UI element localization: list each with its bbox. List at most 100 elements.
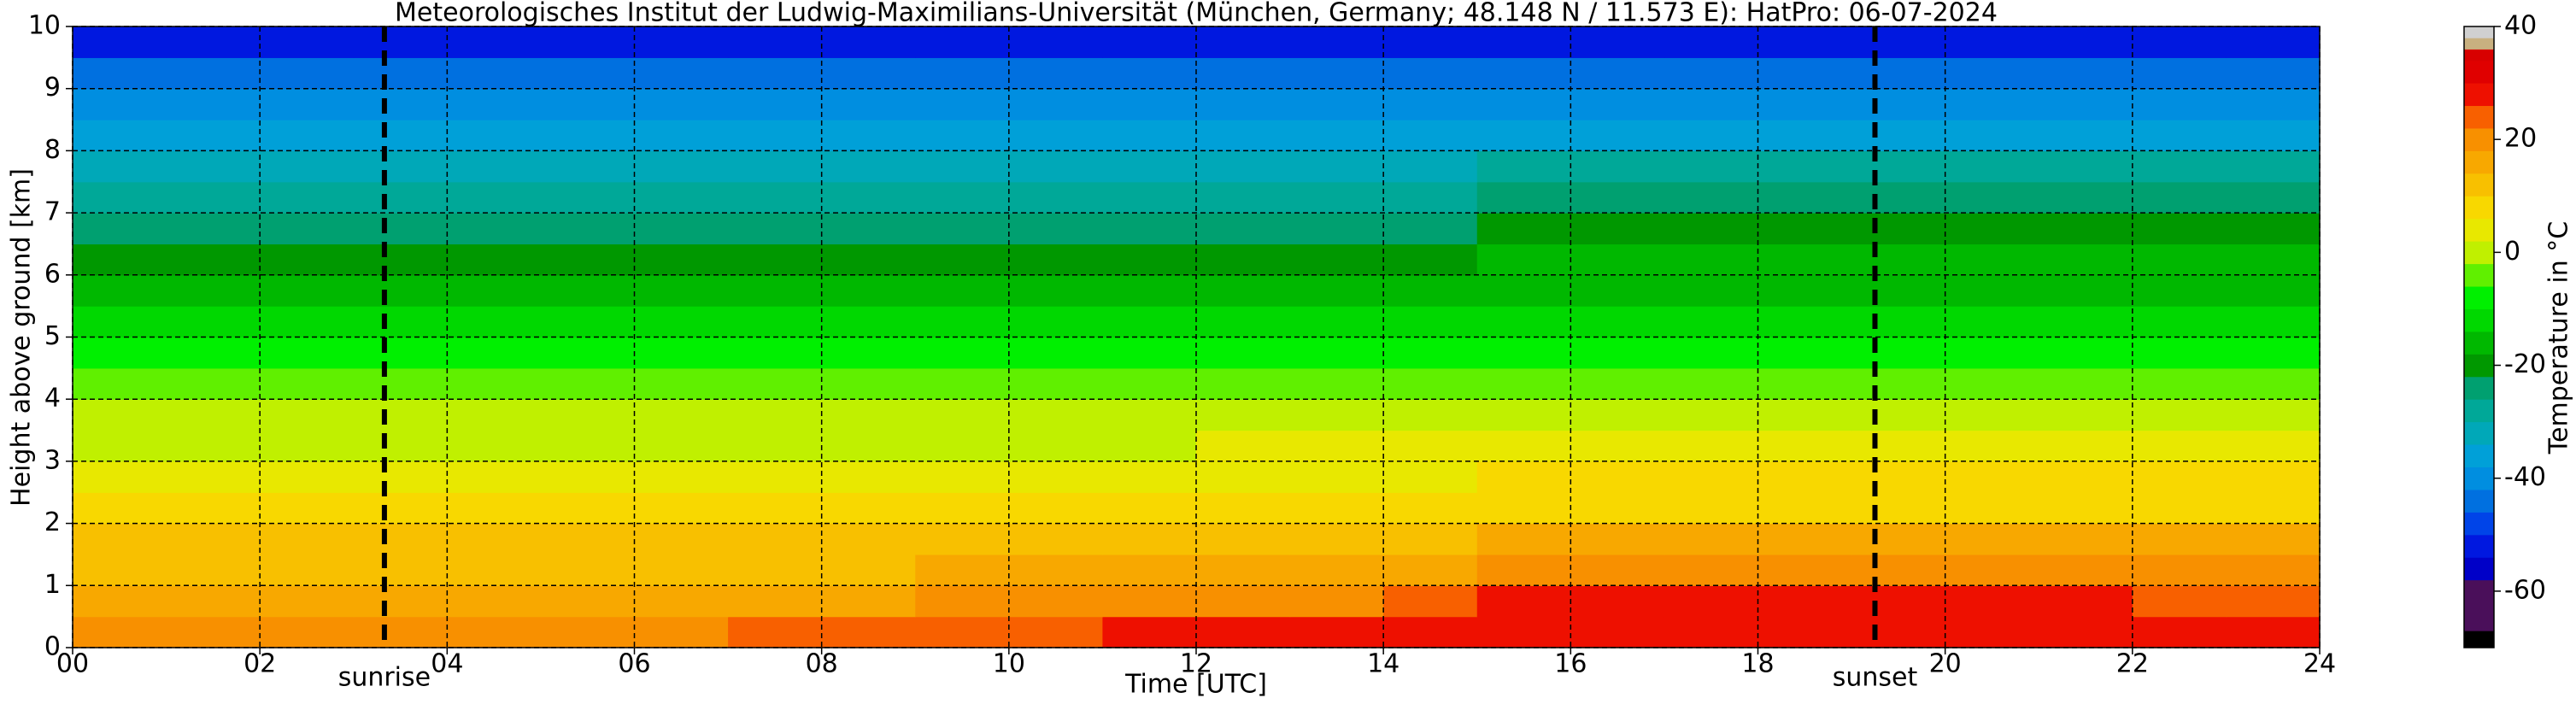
colorbar-segment xyxy=(2464,241,2494,265)
heatmap-cell xyxy=(821,243,916,276)
heatmap-cell xyxy=(73,150,167,183)
heatmap-cell xyxy=(1008,306,1104,338)
colorbar-segment xyxy=(2464,331,2494,355)
x-axis-label: Time [UTC] xyxy=(1124,670,1267,700)
heatmap-cell xyxy=(2226,585,2321,618)
heatmap-cell xyxy=(73,523,167,555)
heatmap-cell xyxy=(1102,554,1197,586)
heatmap-cell xyxy=(1570,243,1665,276)
heatmap-cell xyxy=(1851,181,1946,214)
heatmap-cell xyxy=(353,492,448,525)
heatmap-cell xyxy=(447,57,542,90)
heatmap-cell xyxy=(915,57,1010,90)
plot-frame xyxy=(72,26,2321,648)
heatmap-cell xyxy=(634,26,729,58)
heatmap-cell xyxy=(821,461,916,493)
heatmap-cell xyxy=(1664,554,1759,586)
heatmap-cell xyxy=(1664,399,1759,431)
heatmap-cell xyxy=(1102,150,1197,183)
heatmap-cell xyxy=(1757,367,1852,400)
heatmap-cell xyxy=(1008,523,1104,555)
heatmap-cell xyxy=(728,616,823,648)
heatmap-cell xyxy=(1851,367,1946,400)
heatmap-cell xyxy=(166,585,261,618)
heatmap-cell xyxy=(1476,243,1571,276)
heatmap-cell xyxy=(821,399,916,431)
heatmap-cell xyxy=(260,243,355,276)
heatmap-cell xyxy=(73,337,167,369)
heatmap-cell xyxy=(728,492,823,525)
heatmap-cell xyxy=(1570,399,1665,431)
heatmap-cell xyxy=(2132,57,2227,90)
heatmap-cell xyxy=(447,213,542,245)
heatmap-cell xyxy=(1945,461,2039,493)
heatmap-cell xyxy=(2132,399,2227,431)
heatmap-cell xyxy=(1757,150,1852,183)
heatmap-cell xyxy=(728,554,823,586)
heatmap-cell xyxy=(1664,337,1759,369)
heatmap-cell xyxy=(73,57,167,90)
heatmap-cell xyxy=(1102,213,1197,245)
heatmap-cell xyxy=(634,213,729,245)
heatmap-cell xyxy=(1383,213,1478,245)
x-tick-label: 14 xyxy=(1367,649,1399,679)
y-tick-label: 8 xyxy=(44,135,61,165)
heatmap-cell xyxy=(540,243,636,276)
heatmap-cell xyxy=(447,26,542,58)
colorbar-segment xyxy=(2464,105,2494,129)
heatmap-cell xyxy=(1102,399,1197,431)
heatmap-cell xyxy=(1008,399,1104,431)
heatmap-cell xyxy=(1664,367,1759,400)
y-tick-label: 2 xyxy=(44,507,61,537)
heatmap-cell xyxy=(73,585,167,618)
heatmap-cell xyxy=(1289,430,1384,462)
heatmap-cell xyxy=(540,367,636,400)
x-tick-label: 20 xyxy=(1929,649,1962,679)
colorbar-segment xyxy=(2464,26,2494,38)
heatmap-cell xyxy=(1383,492,1478,525)
heatmap-cell xyxy=(166,306,261,338)
heatmap-cell xyxy=(821,150,916,183)
heatmap-cell xyxy=(1008,554,1104,586)
heatmap-cell xyxy=(1664,181,1759,214)
heatmap-cell xyxy=(1008,213,1104,245)
heatmap-cell xyxy=(2039,523,2133,555)
heatmap-cell xyxy=(1476,120,1571,151)
heatmap-cell xyxy=(1570,337,1665,369)
heatmap-cell xyxy=(1289,399,1384,431)
heatmap-cell xyxy=(1196,306,1291,338)
heatmap-cell xyxy=(540,181,636,214)
y-tick-label: 0 xyxy=(44,632,61,662)
heatmap-cell xyxy=(1102,181,1197,214)
heatmap-cell xyxy=(260,461,355,493)
heatmap-cell xyxy=(2039,120,2133,151)
heatmap-cell xyxy=(821,337,916,369)
colorbar-tick-label: 0 xyxy=(2504,237,2520,267)
heatmap-cell xyxy=(2226,57,2321,90)
heatmap-cell xyxy=(1102,367,1197,400)
heatmap-cell xyxy=(260,616,355,648)
heatmap-cell xyxy=(353,306,448,338)
heatmap-cell xyxy=(260,213,355,245)
heatmap-cell xyxy=(1757,88,1852,120)
heatmap-cell xyxy=(1383,585,1478,618)
heatmap-cell xyxy=(540,150,636,183)
heatmap-cell xyxy=(1476,181,1571,214)
heatmap-cell xyxy=(1851,461,1946,493)
colorbar-segment xyxy=(2464,150,2494,174)
heatmap-cell xyxy=(1196,399,1291,431)
heatmap-cell xyxy=(1664,57,1759,90)
heatmap-cell xyxy=(540,430,636,462)
heatmap-cell xyxy=(1757,554,1852,586)
heatmap-cell xyxy=(1008,616,1104,648)
heatmap-cell xyxy=(1945,88,2039,120)
heatmap-cell xyxy=(821,57,916,90)
heatmap-cell xyxy=(260,26,355,58)
heatmap-cell xyxy=(2226,26,2321,58)
heatmap-cell xyxy=(1008,57,1104,90)
heatmap-cell xyxy=(166,274,261,307)
colorbar-tick-label: -40 xyxy=(2504,462,2546,492)
heatmap-cell xyxy=(915,306,1010,338)
heatmap-cell xyxy=(2039,213,2133,245)
heatmap-cell xyxy=(1664,523,1759,555)
